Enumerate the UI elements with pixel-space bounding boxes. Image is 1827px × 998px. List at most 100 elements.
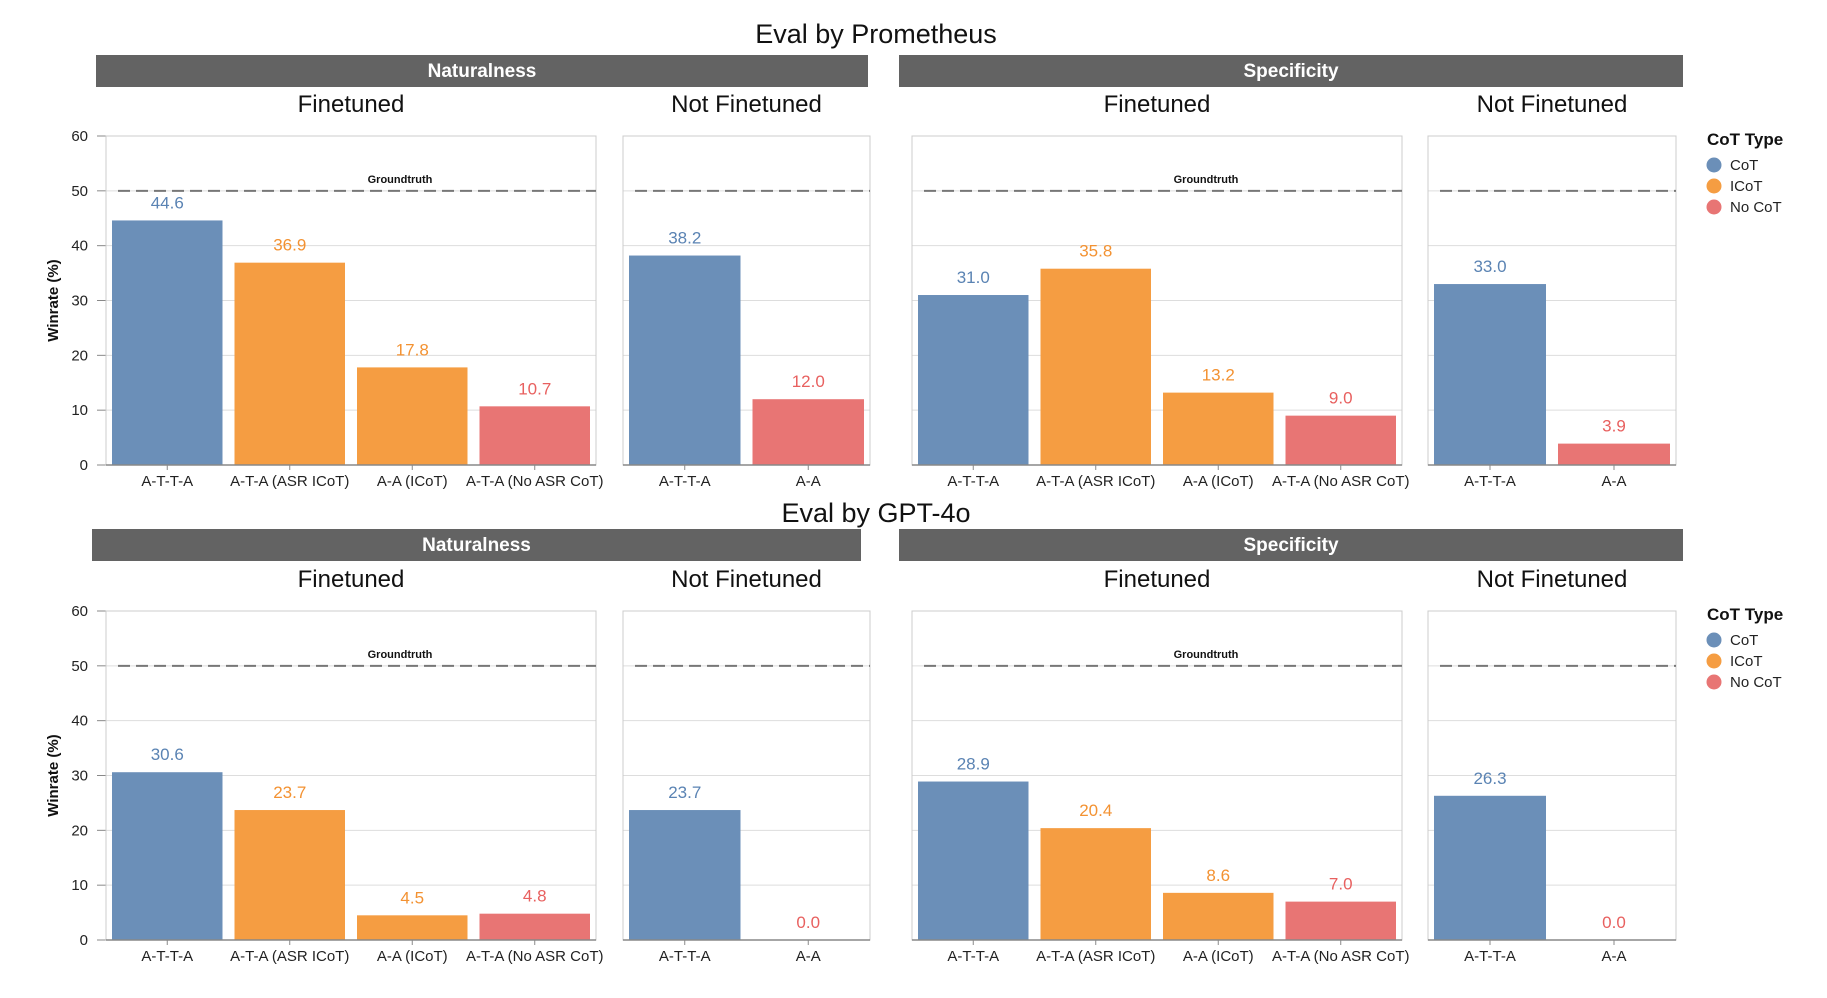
x-tick-label: A-T-T-A xyxy=(659,473,711,490)
bar-value-label: 9.0 xyxy=(1329,389,1353,408)
bar-value-label: 31.0 xyxy=(957,268,990,287)
groundtruth-label: Groundtruth xyxy=(1174,174,1239,186)
bar-nocot xyxy=(479,406,590,465)
bar-value-label: 7.0 xyxy=(1329,875,1353,894)
x-tick-label: A-T-A (ASR ICoT) xyxy=(1036,473,1155,490)
x-tick-label: A-T-T-A xyxy=(1464,473,1516,490)
bar-cot xyxy=(1434,795,1546,940)
legend-item-label: No CoT xyxy=(1730,199,1782,216)
legend-swatch-nocot xyxy=(1706,674,1722,690)
legend-item-label: ICoT xyxy=(1730,653,1763,670)
bar-value-label: 35.8 xyxy=(1079,242,1112,261)
y-tick-label: 10 xyxy=(71,877,88,894)
facet-strip-label: Naturalness xyxy=(422,535,531,556)
bar-value-label: 44.6 xyxy=(151,193,184,212)
y-tick-label: 20 xyxy=(71,347,88,364)
x-tick-label: A-T-A (ASR ICoT) xyxy=(230,473,349,490)
legend-swatch-icot xyxy=(1706,178,1722,194)
x-tick-label: A-A xyxy=(796,473,821,490)
bar-nocot xyxy=(1285,415,1396,465)
y-tick-label: 50 xyxy=(71,183,88,200)
panel-subtitle: Not Finetuned xyxy=(1477,566,1628,593)
bar-value-label: 17.8 xyxy=(396,340,429,359)
bar-icot xyxy=(234,262,345,465)
bar-value-label: 20.4 xyxy=(1079,801,1112,820)
groundtruth-label: Groundtruth xyxy=(368,174,433,186)
bar-value-label: 13.2 xyxy=(1202,366,1235,385)
legend-swatch-cot xyxy=(1706,632,1722,648)
x-tick-label: A-T-T-A xyxy=(947,473,999,490)
bar-value-label: 33.0 xyxy=(1473,257,1506,276)
x-tick-label: A-A xyxy=(1601,948,1626,965)
bar-value-label: 38.2 xyxy=(668,229,701,248)
x-tick-label: A-A (ICoT) xyxy=(377,473,448,490)
bar-icot xyxy=(357,367,468,465)
y-tick-label: 10 xyxy=(71,402,88,419)
bar-value-label: 8.6 xyxy=(1206,866,1230,885)
bar-icot xyxy=(357,915,468,940)
y-tick-label: 50 xyxy=(71,658,88,675)
x-tick-label: A-T-T-A xyxy=(659,948,711,965)
bar-cot xyxy=(1434,284,1546,465)
bar-value-label: 3.9 xyxy=(1602,417,1626,436)
legend-item-label: CoT xyxy=(1730,157,1758,174)
bar-icot xyxy=(1040,828,1151,940)
bar-value-label: 4.5 xyxy=(400,888,424,907)
facet-strip-specificity xyxy=(899,55,1683,87)
bar-icot xyxy=(1040,268,1151,465)
x-tick-label: A-T-A (No ASR CoT) xyxy=(466,473,604,490)
chart-title: Eval by GPT-4o xyxy=(781,498,970,528)
panel-subtitle: Not Finetuned xyxy=(671,91,822,118)
x-tick-label: A-A xyxy=(796,948,821,965)
panel-subtitle: Not Finetuned xyxy=(671,566,822,593)
y-tick-label: 60 xyxy=(71,128,88,145)
groundtruth-label: Groundtruth xyxy=(1174,649,1239,661)
x-tick-label: A-T-A (No ASR CoT) xyxy=(466,948,604,965)
x-tick-label: A-T-A (No ASR CoT) xyxy=(1272,948,1410,965)
x-tick-label: A-A (ICoT) xyxy=(1183,948,1254,965)
panel-subtitle: Finetuned xyxy=(1104,91,1211,118)
legend-swatch-cot xyxy=(1706,157,1722,173)
bar-nocot xyxy=(479,913,590,940)
x-tick-label: A-T-T-A xyxy=(141,948,193,965)
bar-cot xyxy=(918,295,1029,465)
panel-subtitle: Finetuned xyxy=(298,91,405,118)
legend-swatch-nocot xyxy=(1706,199,1722,215)
y-tick-label: 0 xyxy=(80,932,88,949)
y-tick-label: 20 xyxy=(71,822,88,839)
y-tick-label: 30 xyxy=(71,768,88,785)
facet-strip-naturalness xyxy=(96,55,868,87)
legend-item-label: ICoT xyxy=(1730,178,1763,195)
chart-title: Eval by Prometheus xyxy=(755,19,997,49)
y-axis-label: Winrate (%) xyxy=(45,734,62,816)
bar-cot xyxy=(918,781,1029,940)
bar-icot xyxy=(1163,392,1274,465)
facet-strip-naturalness xyxy=(92,529,861,561)
facet-strip-label: Specificity xyxy=(1243,61,1338,82)
x-tick-label: A-T-A (ASR ICoT) xyxy=(230,948,349,965)
panel-subtitle: Finetuned xyxy=(1104,566,1211,593)
legend-swatch-icot xyxy=(1706,653,1722,669)
legend-title: CoT Type xyxy=(1707,605,1783,624)
bar-value-label: 28.9 xyxy=(957,755,990,774)
groundtruth-label: Groundtruth xyxy=(368,649,433,661)
x-tick-label: A-T-T-A xyxy=(141,473,193,490)
y-tick-label: 0 xyxy=(80,457,88,474)
bar-icot xyxy=(234,810,345,940)
bar-icot xyxy=(1163,892,1274,940)
x-tick-label: A-A (ICoT) xyxy=(1183,473,1254,490)
x-tick-label: A-A (ICoT) xyxy=(377,948,448,965)
facet-strip-specificity xyxy=(899,529,1683,561)
bar-value-label: 30.6 xyxy=(151,745,184,764)
legend-item-label: CoT xyxy=(1730,632,1758,649)
legend-item-label: No CoT xyxy=(1730,674,1782,691)
bar-value-label: 0.0 xyxy=(796,913,820,932)
y-axis-label: Winrate (%) xyxy=(45,259,62,341)
y-tick-label: 40 xyxy=(71,238,88,255)
x-tick-label: A-T-A (No ASR CoT) xyxy=(1272,473,1410,490)
x-tick-label: A-T-A (ASR ICoT) xyxy=(1036,948,1155,965)
facet-strip-label: Specificity xyxy=(1243,535,1338,556)
bar-value-label: 10.7 xyxy=(518,379,551,398)
